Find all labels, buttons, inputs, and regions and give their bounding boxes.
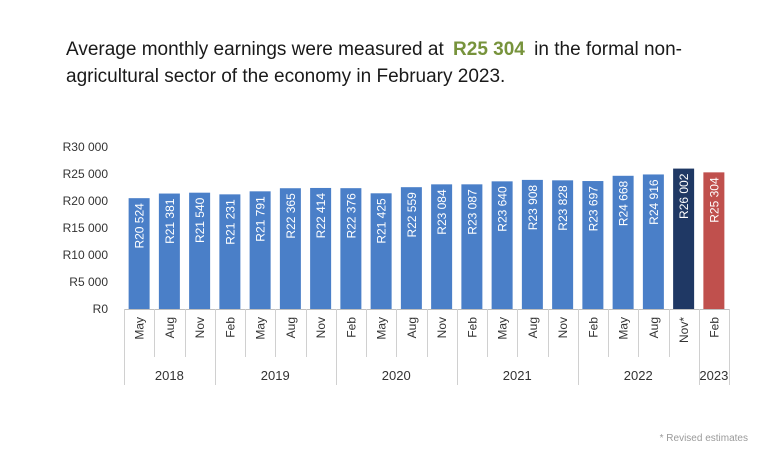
category-label: May: [496, 317, 510, 340]
category-label: Nov: [193, 317, 207, 338]
bar-data-label: R22 365: [284, 193, 298, 239]
bar: [461, 184, 483, 309]
category-label: Aug: [647, 317, 661, 338]
bar-data-label: R22 376: [344, 193, 358, 239]
bar: [642, 174, 664, 309]
headline-text-before: Average monthly earnings were measured a…: [66, 39, 444, 60]
bar: [521, 179, 543, 309]
bar: [279, 188, 301, 309]
category-label: Feb: [465, 317, 479, 338]
bar-data-label: R20 524: [133, 203, 147, 249]
category-label: Feb: [344, 317, 358, 338]
y-tick-label: R15 000: [63, 221, 109, 235]
year-label: 2020: [382, 368, 411, 383]
bar-data-label: R22 414: [314, 193, 328, 239]
bar-data-label: R23 087: [465, 189, 479, 235]
bar-data-label: R23 084: [435, 189, 449, 235]
headline-text-after: in the formal non-agricultural sector of…: [66, 39, 683, 87]
y-tick-label: R20 000: [63, 194, 109, 208]
headline: Average monthly earnings were measured a…: [66, 36, 726, 90]
footnote: * Revised estimates: [659, 433, 748, 444]
bar-data-label: R24 668: [617, 180, 631, 226]
bar-data-label: R21 791: [254, 196, 268, 242]
bar: [612, 175, 634, 309]
year-label: 2021: [503, 368, 532, 383]
y-tick-label: R5 000: [69, 275, 108, 289]
bar: [189, 192, 211, 309]
bar-data-label: R23 640: [496, 186, 510, 232]
y-tick-label: R10 000: [63, 248, 109, 262]
bar: [249, 191, 271, 309]
bar: [431, 184, 453, 309]
y-tick-label: R30 000: [63, 140, 109, 154]
bar: [400, 187, 422, 309]
year-label: 2023: [699, 368, 728, 383]
bar-data-label: R26 002: [677, 173, 691, 219]
category-label: Feb: [586, 317, 600, 338]
bar: [673, 168, 695, 309]
bar-data-label: R21 540: [193, 197, 207, 243]
category-label: Aug: [405, 317, 419, 338]
bar-data-label: R23 828: [556, 185, 570, 231]
bar: [703, 172, 725, 309]
bar: [370, 193, 392, 309]
year-label: 2018: [155, 368, 184, 383]
bar-data-label: R21 381: [163, 198, 177, 244]
bar-data-label: R25 304: [707, 177, 721, 223]
bar-data-label: R21 231: [223, 199, 237, 245]
year-label: 2022: [624, 368, 653, 383]
bar: [219, 194, 241, 309]
bar-data-label: R23 697: [586, 186, 600, 232]
bar: [491, 181, 513, 309]
bar: [552, 180, 574, 309]
bar: [128, 198, 150, 309]
bar: [582, 181, 604, 309]
headline-value: R25 304: [453, 39, 525, 60]
category-label: Feb: [223, 317, 237, 338]
category-label: Aug: [526, 317, 540, 338]
y-tick-label: R25 000: [63, 167, 109, 181]
category-label: Aug: [163, 317, 177, 338]
category-label: Nov: [556, 317, 570, 338]
bar-data-label: R23 908: [526, 185, 540, 231]
category-label: Nov*: [677, 317, 691, 343]
bar-data-label: R24 916: [647, 179, 661, 225]
bar: [310, 187, 332, 309]
category-label: Nov: [435, 317, 449, 338]
category-label: Feb: [707, 317, 721, 338]
category-label: May: [617, 317, 631, 340]
category-label: May: [375, 317, 389, 340]
bar: [158, 193, 180, 309]
year-label: 2019: [261, 368, 290, 383]
category-label: Nov: [314, 317, 328, 338]
category-label: Aug: [284, 317, 298, 338]
category-label: May: [254, 317, 268, 340]
bar-data-label: R22 559: [405, 192, 419, 238]
y-tick-label: R0: [93, 302, 109, 316]
category-label: May: [133, 317, 147, 340]
bar: [340, 188, 362, 309]
bar-data-label: R21 425: [375, 198, 389, 244]
